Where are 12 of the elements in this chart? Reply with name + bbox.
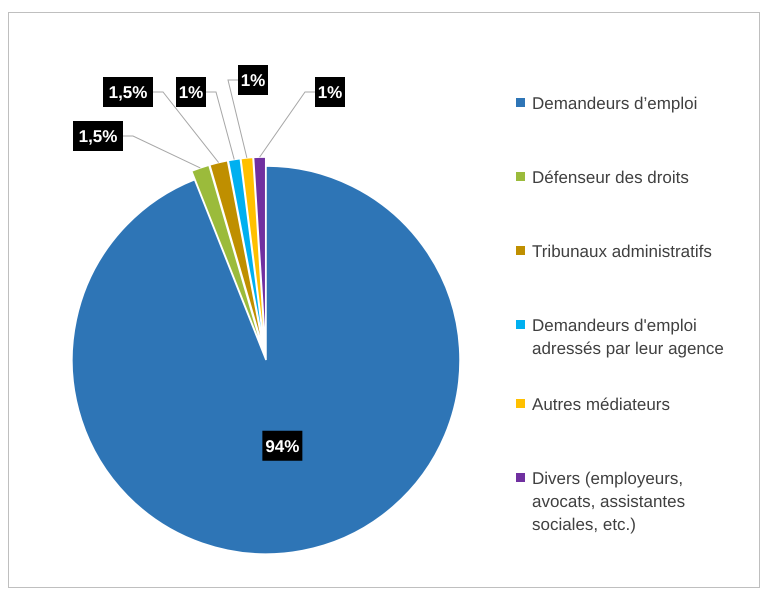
data-label: 1,5% xyxy=(78,127,118,146)
data-label: 1% xyxy=(240,71,266,90)
legend-label: Divers (employeurs, avocats, assistantes sociales, etc.) xyxy=(532,468,686,534)
data-label: 94% xyxy=(265,436,300,456)
legend-label: Demandeurs d’emploi xyxy=(532,94,698,113)
data-label: 1% xyxy=(178,83,204,102)
data-label: 1% xyxy=(318,83,342,102)
legend-label: Demandeurs d'emploi adressés par leur agence xyxy=(532,316,724,358)
data-label: 1,5% xyxy=(108,83,148,102)
legend-label: Défenseur des droits xyxy=(532,168,689,187)
legend-label: Autres médiateurs xyxy=(532,394,670,414)
legend-label: Tribunaux administratifs xyxy=(532,242,712,261)
